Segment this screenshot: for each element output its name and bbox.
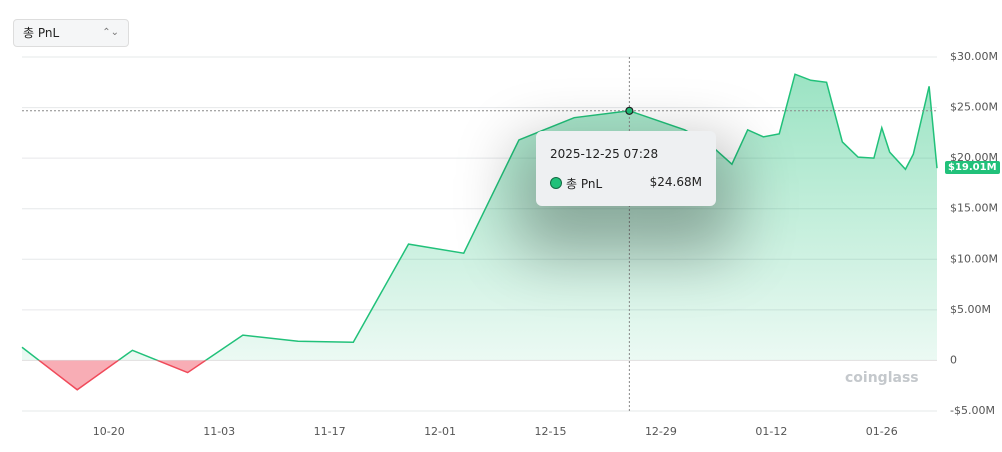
last-value-badge: $19.01M bbox=[945, 161, 1000, 174]
tooltip-dot bbox=[550, 177, 562, 189]
x-tick-label: 01-12 bbox=[755, 425, 787, 438]
x-tick-label: 11-17 bbox=[314, 425, 346, 438]
series-selector[interactable]: 총 PnL ⌃⌄ bbox=[13, 19, 129, 47]
y-tick-label: 0 bbox=[950, 353, 957, 366]
selector-label: 총 PnL bbox=[23, 26, 60, 40]
tooltip-title: 2025-12-25 07:28 bbox=[550, 147, 659, 161]
hover-point bbox=[625, 106, 634, 115]
x-tick-label: 10-20 bbox=[93, 425, 125, 438]
line-positive bbox=[21, 73, 938, 361]
tooltip: 2025-12-25 07:28 총 PnL $24.68M bbox=[536, 131, 716, 206]
area-positive bbox=[22, 74, 937, 361]
tooltip-series: 총 PnL bbox=[566, 177, 603, 191]
y-tick-label: $15.00M bbox=[950, 202, 998, 215]
y-tick-label: $25.00M bbox=[950, 101, 998, 114]
y-tick-label: $20.00M bbox=[950, 151, 998, 164]
y-tick-label: $5.00M bbox=[950, 303, 991, 316]
x-tick-label: 12-15 bbox=[535, 425, 567, 438]
watermark: coinglass bbox=[845, 370, 919, 386]
y-tick-label: -$5.00M bbox=[950, 404, 995, 417]
y-tick-label: $30.00M bbox=[950, 50, 998, 63]
selector-arrow: ⌃⌄ bbox=[102, 27, 119, 38]
x-tick-label: 11-03 bbox=[203, 425, 235, 438]
tooltip-value: $24.68M bbox=[649, 175, 702, 189]
x-tick-label: 12-29 bbox=[645, 425, 677, 438]
x-tick-label: 01-26 bbox=[866, 425, 898, 438]
x-tick-label: 12-01 bbox=[424, 425, 456, 438]
y-tick-label: $10.00M bbox=[950, 252, 998, 265]
